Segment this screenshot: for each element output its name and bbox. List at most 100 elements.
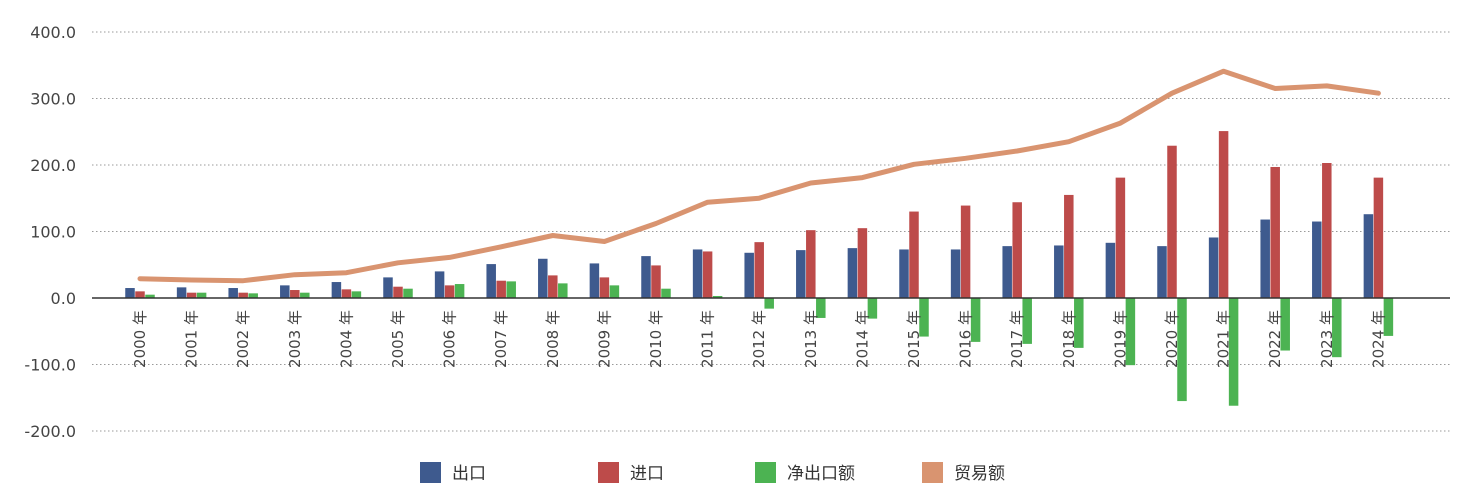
x-tick-label: 2013 年 [802, 310, 820, 368]
bar-import [1064, 194, 1074, 298]
bar-import [754, 242, 764, 298]
legend-swatch [755, 462, 776, 483]
bar-net-export [867, 298, 878, 319]
x-tick-label: 2011 年 [699, 310, 717, 368]
bar-import [341, 289, 352, 298]
y-tick-label: -200.0 [24, 422, 76, 441]
bar-export [950, 249, 961, 298]
y-tick-label: -100.0 [24, 356, 76, 375]
bar-import [238, 292, 248, 298]
x-tick-label: 2008 年 [544, 310, 562, 368]
bar-import [1218, 131, 1229, 298]
bar-import [806, 230, 816, 298]
legend-label: 贸易额 [954, 464, 1005, 484]
bar-net-export [1022, 298, 1032, 344]
bar-export [176, 287, 187, 298]
y-tick-label: 100.0 [30, 223, 76, 242]
bar-net-export [919, 298, 929, 337]
bar-export [1208, 237, 1219, 298]
bar-import [1373, 177, 1384, 298]
bar-export [899, 249, 909, 298]
bar-import [186, 292, 197, 298]
x-tick-label: 2019 年 [1111, 310, 1129, 368]
bar-export [1054, 245, 1064, 298]
bar-export [692, 249, 703, 298]
bar-export [847, 248, 858, 298]
bar-net-export [609, 285, 620, 298]
bar-net-export [558, 283, 568, 298]
bar-import [1322, 163, 1332, 298]
x-tick-label: 2021 年 [1215, 310, 1233, 368]
legend: 出口 进口 净出口额 贸易额 [420, 462, 1005, 484]
bar-import [444, 285, 455, 298]
bar-net-export [1177, 298, 1187, 402]
legend-label: 净出口额 [787, 464, 855, 484]
x-tick-label: 2016 年 [957, 310, 975, 368]
bar-net-export [145, 294, 155, 298]
bar-net-export [1280, 298, 1290, 351]
bar-net-export [1074, 298, 1084, 348]
bar-export [280, 285, 290, 298]
y-tick-label: 0.0 [51, 289, 76, 308]
x-tick-label: 2003 年 [286, 310, 304, 368]
x-tick-label: 2014 年 [853, 310, 871, 368]
x-tick-label: 2018 年 [1060, 310, 1078, 368]
bar-export [641, 256, 651, 298]
x-tick-label: 2007 年 [492, 310, 510, 368]
bar-import [393, 286, 403, 298]
x-tick-label: 2002 年 [234, 310, 252, 368]
bar-layer [125, 131, 1394, 406]
bar-export [1105, 242, 1116, 298]
bar-import [1167, 145, 1177, 298]
bar-export [1157, 246, 1167, 298]
bar-import [290, 290, 300, 298]
trade-volume-line [137, 68, 1381, 284]
bar-import [960, 205, 971, 298]
x-tick-label: 2023 年 [1318, 310, 1336, 368]
x-tick-label: 2004 年 [337, 310, 355, 368]
bar-export [383, 277, 393, 298]
bar-import [651, 265, 661, 298]
grid-layer [92, 31, 1450, 432]
bar-net-export [1228, 298, 1239, 406]
bar-import [599, 277, 610, 298]
bar-import [909, 211, 919, 298]
bar-import [496, 280, 506, 298]
bar-net-export [506, 281, 516, 298]
bar-export [589, 263, 600, 298]
bar-export [1312, 221, 1322, 298]
bar-export [228, 288, 238, 298]
line-layer [137, 68, 1381, 284]
y-axis: -200.0 -100.0 0.0 100.0 200.0 300.0 400.0 [24, 23, 76, 441]
y-tick-label: 400.0 [30, 23, 76, 42]
bar-import [1012, 202, 1022, 298]
y-tick-label: 300.0 [30, 90, 76, 109]
legend-swatch [420, 462, 441, 483]
legend-swatch [922, 462, 943, 483]
legend-label: 进口 [630, 464, 664, 484]
bar-export [486, 264, 496, 298]
bar-export [331, 282, 342, 298]
x-tick-label: 2009 年 [595, 310, 613, 368]
bar-export [434, 271, 445, 298]
x-tick-label: 2012 年 [750, 310, 768, 368]
bar-import [702, 251, 713, 298]
bar-import [135, 291, 145, 298]
x-tick-label: 2006 年 [441, 310, 459, 368]
x-tick-label: 2015 年 [905, 310, 923, 368]
bar-net-export [403, 288, 413, 298]
bar-export [125, 288, 135, 298]
bar-net-export [661, 288, 671, 298]
bar-import [548, 275, 558, 298]
bar-net-export [454, 284, 465, 298]
bar-export [1002, 246, 1012, 298]
x-axis: 2000 年 2001 年 2002 年 2003 年 2004 年 2005 年 2006… [131, 310, 1387, 368]
bar-net-export [712, 296, 723, 298]
x-tick-label: 2005 年 [389, 310, 407, 368]
bar-import [1270, 166, 1280, 298]
bar-net-export [248, 293, 258, 298]
bar-import [857, 228, 868, 298]
x-tick-label: 2000 年 [131, 310, 149, 368]
